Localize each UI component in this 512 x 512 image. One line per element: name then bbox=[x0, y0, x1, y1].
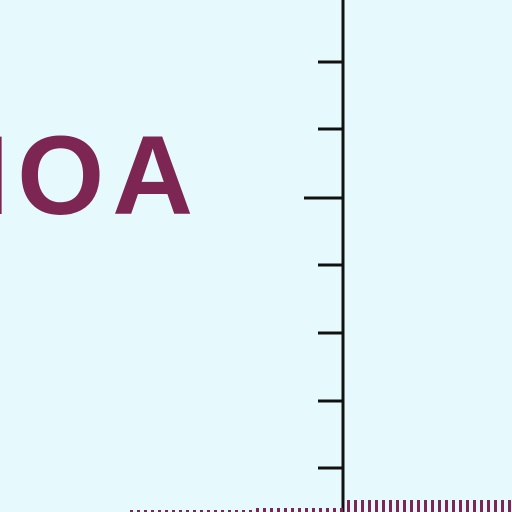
bottom-tick bbox=[158, 510, 161, 512]
bottom-tick bbox=[368, 500, 371, 512]
bottom-ticks bbox=[130, 500, 511, 512]
bottom-tick bbox=[431, 500, 434, 512]
bottom-tick bbox=[319, 508, 322, 512]
bottom-tick bbox=[312, 508, 315, 512]
bottom-tick bbox=[179, 510, 182, 512]
bottom-tick bbox=[403, 500, 406, 512]
bottom-tick bbox=[501, 500, 504, 512]
bottom-tick bbox=[235, 510, 238, 512]
bottom-tick bbox=[382, 500, 385, 512]
bottom-tick bbox=[200, 510, 203, 512]
bottom-tick bbox=[410, 500, 413, 512]
bottom-tick bbox=[354, 500, 357, 512]
bottom-tick bbox=[480, 500, 483, 512]
bottom-tick bbox=[333, 508, 336, 512]
bottom-tick bbox=[494, 500, 497, 512]
bottom-tick bbox=[396, 500, 399, 512]
bottom-tick bbox=[305, 508, 308, 512]
bottom-tick bbox=[228, 510, 231, 512]
bottom-tick bbox=[151, 510, 154, 512]
bottom-tick bbox=[130, 510, 133, 512]
bottom-tick bbox=[186, 510, 189, 512]
bottom-tick bbox=[340, 508, 343, 512]
bottom-tick bbox=[508, 500, 511, 512]
bottom-tick bbox=[214, 510, 217, 512]
bottom-tick bbox=[424, 500, 427, 512]
bottom-tick bbox=[144, 510, 147, 512]
bottom-tick bbox=[487, 500, 490, 512]
bottom-tick bbox=[249, 510, 252, 512]
bottom-tick bbox=[347, 500, 350, 512]
bottom-tick bbox=[459, 500, 462, 512]
bottom-tick bbox=[284, 508, 287, 512]
bottom-tick bbox=[452, 500, 455, 512]
bottom-tick bbox=[326, 508, 329, 512]
bottom-tick bbox=[473, 500, 476, 512]
bottom-tick bbox=[270, 508, 273, 512]
bottom-tick bbox=[221, 510, 224, 512]
bottom-tick bbox=[298, 508, 301, 512]
bottom-tick bbox=[263, 508, 266, 512]
bottom-tick bbox=[375, 500, 378, 512]
bottom-tick bbox=[172, 510, 175, 512]
bottom-tick bbox=[256, 508, 259, 512]
bottom-tick bbox=[277, 508, 280, 512]
bottom-tick bbox=[438, 500, 441, 512]
bottom-tick bbox=[291, 508, 294, 512]
bottom-tick bbox=[165, 510, 168, 512]
bottom-tick bbox=[242, 510, 245, 512]
bottom-tick bbox=[207, 510, 210, 512]
bottom-tick bbox=[445, 500, 448, 512]
graticule-ticks bbox=[304, 60, 343, 470]
bottom-tick bbox=[361, 500, 364, 512]
bottom-tick bbox=[417, 500, 420, 512]
bottom-tick bbox=[193, 510, 196, 512]
bottom-tick bbox=[466, 500, 469, 512]
bottom-tick bbox=[389, 500, 392, 512]
bottom-tick bbox=[137, 510, 140, 512]
place-label: IOA bbox=[0, 113, 202, 238]
